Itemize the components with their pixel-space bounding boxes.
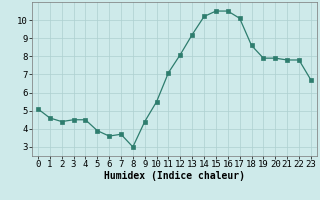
X-axis label: Humidex (Indice chaleur): Humidex (Indice chaleur) (104, 171, 245, 181)
